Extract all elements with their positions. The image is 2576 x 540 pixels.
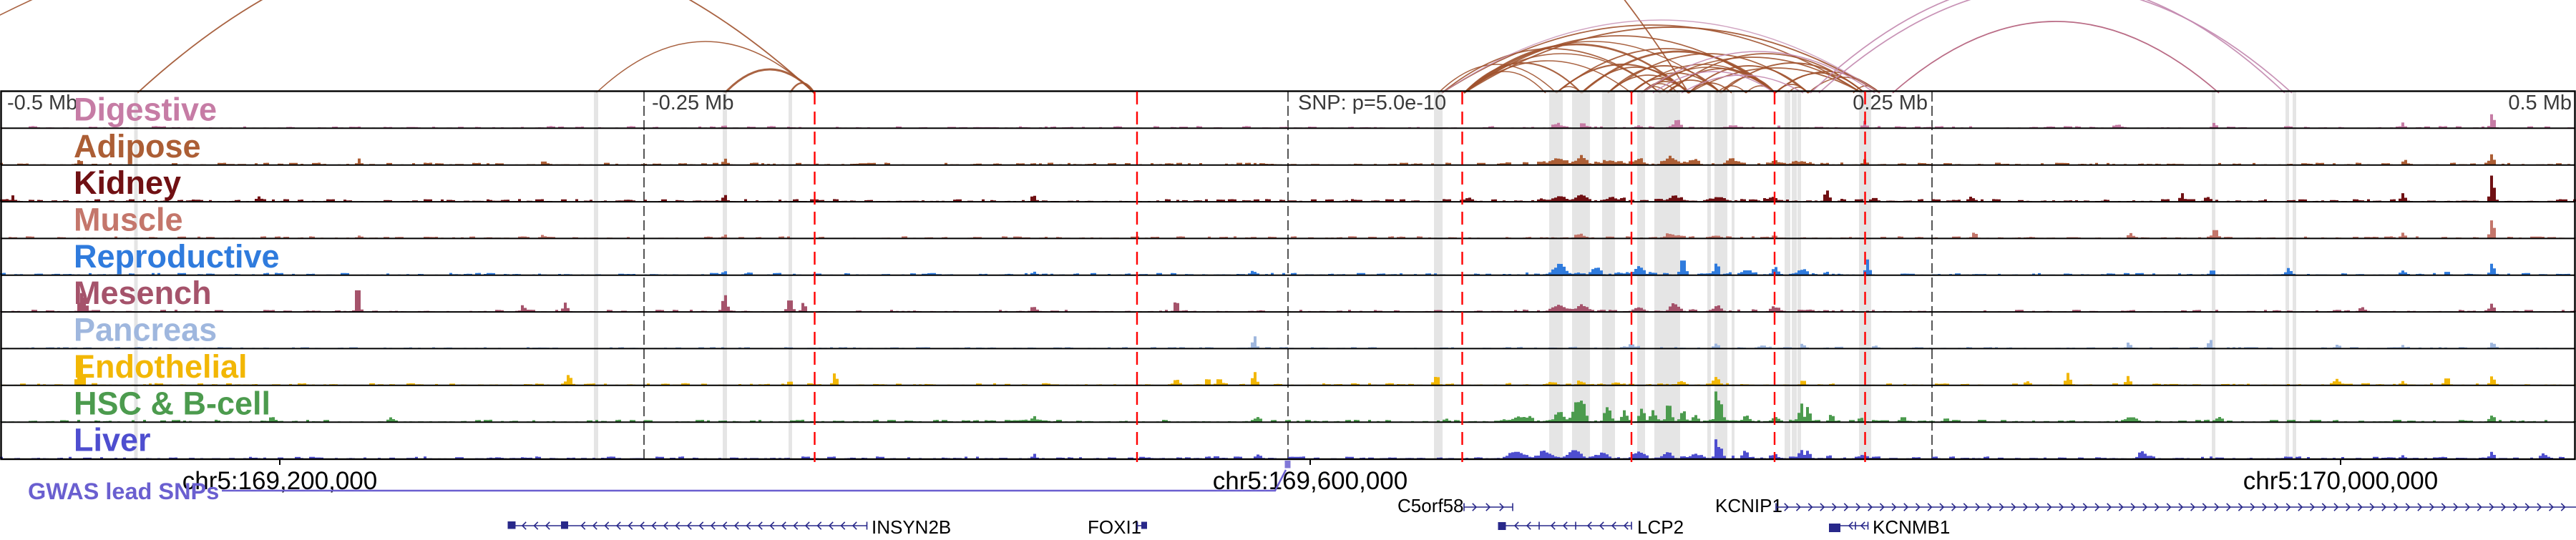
svg-text:LCP2: LCP2 [1637, 516, 1684, 536]
svg-text:Adipose: Adipose [74, 128, 201, 165]
svg-text:C5orf58: C5orf58 [1397, 495, 1464, 516]
svg-text:KCNMB1: KCNMB1 [1873, 516, 1950, 536]
svg-text:0.25 Mb: 0.25 Mb [1853, 92, 1928, 114]
svg-text:Pancreas: Pancreas [74, 312, 217, 348]
svg-text:0.5 Mb: 0.5 Mb [2508, 92, 2572, 114]
svg-text:Kidney: Kidney [74, 165, 181, 201]
svg-text:Liver: Liver [74, 422, 151, 458]
svg-text:Reproductive: Reproductive [74, 238, 280, 275]
svg-text:Muscle: Muscle [74, 202, 183, 238]
svg-text:Digestive: Digestive [74, 92, 217, 128]
svg-text:GWAS lead SNPs: GWAS lead SNPs [28, 478, 219, 504]
svg-text:SNP: p=5.0e-10: SNP: p=5.0e-10 [1298, 92, 1446, 114]
svg-text:KCNIP1: KCNIP1 [1715, 495, 1782, 516]
svg-text:-0.5 Mb: -0.5 Mb [7, 92, 77, 114]
svg-text:Mesench: Mesench [74, 275, 212, 311]
svg-text:-0.25 Mb: -0.25 Mb [652, 92, 733, 114]
svg-text:HSC & B-cell: HSC & B-cell [74, 385, 270, 421]
svg-text:chr5:170,000,000: chr5:170,000,000 [2243, 467, 2438, 495]
svg-text:INSYN2B: INSYN2B [872, 516, 951, 536]
svg-text:Endothelial: Endothelial [74, 348, 248, 385]
svg-text:FOXI1: FOXI1 [1088, 516, 1141, 536]
